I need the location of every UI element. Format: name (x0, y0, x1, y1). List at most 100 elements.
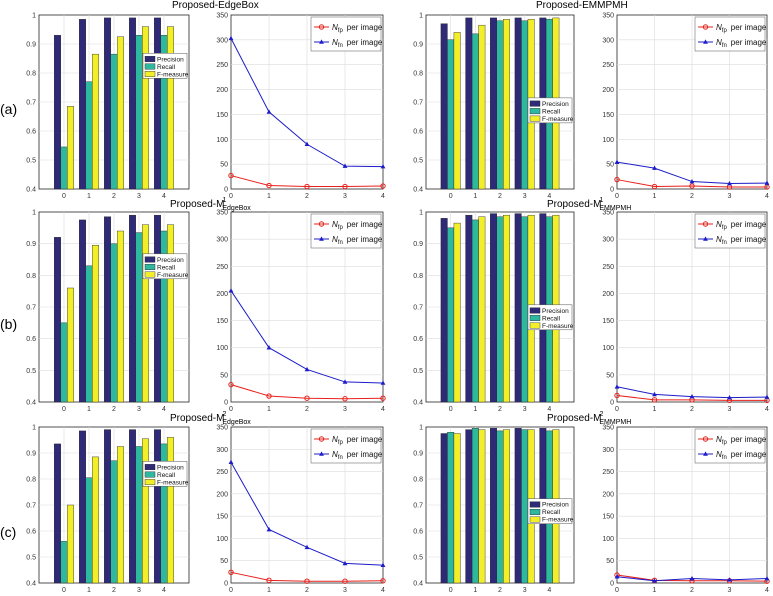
a-right-bar-legend-swatch (529, 100, 541, 107)
b-right-line-legend-marker (703, 236, 708, 241)
b-left-bar-ytick-label: 0.4 (26, 400, 36, 407)
a-left-line-legend-box (310, 16, 382, 52)
a-right-line-ytick-label: 50 (606, 162, 614, 169)
c-right-line-group: Nfp per image Nfn per image (614, 426, 770, 584)
c-left-line-ytick-label: 300 (216, 447, 228, 454)
c-right-bar-ytick-label: 0.6 (413, 529, 423, 536)
b-left-bar-legend-swatch (144, 256, 156, 263)
a-left-bar-bar-f-measure (117, 36, 124, 190)
b-left-line-xtick-label: 2 (305, 406, 309, 413)
a-right-bar-ytick-label: 0.7 (413, 100, 423, 107)
a-left-line-xtick-label: 3 (343, 193, 347, 200)
a-left-line-ytick-label: 200 (216, 87, 228, 94)
c-left-bar-bar-recall (110, 460, 118, 584)
a-right-line-ytick-label: 150 (602, 112, 614, 119)
b-right-bar-xtick-label: 3 (523, 406, 527, 413)
a-left-line-legend-marker (318, 24, 325, 30)
b-left-line-point-fn (266, 345, 272, 350)
c-left-line-group: Nfp per image Nfn per image (228, 426, 386, 584)
b-left-line-legend-label: Nfp per image (332, 220, 383, 231)
a-left-bar-legend-label: F-measure (157, 71, 189, 78)
title-b-left-sub: EdgeBox (222, 205, 251, 212)
b-right-bar-bar-f-measure (503, 214, 510, 403)
a-left-bar-bar-precision (79, 19, 86, 190)
title-b-right-sup: 1 (599, 197, 604, 204)
c-left-bar-group (38, 426, 190, 584)
c-left-line-point-fn (266, 526, 272, 532)
c-right-bar-bar-f-measure (478, 429, 486, 584)
b-right-bar-ytick-label: 1 (419, 210, 423, 217)
a-right-bar-xtick-label: 2 (498, 193, 502, 200)
b-left-bar-ytick-label: 0.5 (26, 368, 36, 375)
c-left-bar-bar-precision (154, 429, 161, 584)
b-right-bar-bar-precision (490, 213, 497, 403)
title-b-right: Proposed-M1EMMPMH (547, 197, 632, 212)
c-left-bar-ytick-label: 0.8 (26, 477, 36, 484)
c-right-line-ytick-label: 350 (602, 425, 614, 432)
a-left-line-point-fn (304, 141, 310, 147)
a-right-bar-ytick-label: 0.5 (413, 158, 423, 165)
a-left-line-ytick-label: 150 (216, 112, 228, 119)
c-right-line-xtick-label: 1 (653, 587, 657, 594)
b-right-bar-legend-swatch (529, 307, 541, 314)
c-left-bar-xtick-label: 0 (62, 587, 66, 594)
b-right-bar-bar-f-measure (478, 216, 486, 403)
b-left-line-xtick-label: 0 (229, 406, 233, 413)
a-right-bar-bar-recall (447, 39, 455, 190)
c-right-line-legend-marker (703, 451, 708, 456)
a-right-line-ytick-label: 0 (610, 187, 614, 194)
b-right-line-point-fn (727, 395, 732, 400)
a-right-bar-bar-precision (440, 23, 448, 190)
a-left-line-point-fp (304, 183, 310, 190)
b-left-bar-ytick-label: 0.8 (26, 273, 36, 280)
a-right-line-legend-marker (703, 39, 708, 44)
c-left-bar-bar-recall (60, 541, 68, 584)
b-right-line-ytick-label: 150 (602, 318, 614, 325)
b-left-bar-bar-precision (54, 237, 61, 403)
c-left-line-ytick-label: 50 (220, 558, 228, 565)
b-right-bar-ytick-label: 0.9 (413, 241, 423, 248)
a-right-bar-ytick-label: 1 (419, 13, 423, 20)
a-right-line-xtick-label: 3 (728, 193, 732, 200)
c-right-line-point-fn (652, 578, 657, 583)
c-right-bar-legend-label: F-measure (542, 517, 574, 524)
b-left-line-legend-marker (319, 236, 324, 241)
c-right-line-legend-box (694, 428, 766, 464)
a-right-bar-bar-f-measure (453, 32, 461, 190)
b-right-bar-bar-precision (514, 213, 522, 403)
c-left-line-point-fp (342, 578, 348, 584)
a-right-bar-legend-label: Precision (542, 101, 569, 108)
a-left-bar-legend-swatch (144, 56, 156, 62)
c-left-line-ytick-label: 250 (216, 469, 228, 476)
c-left-line-series-line-fp (230, 571, 384, 582)
b-right-bar-xtick-label: 0 (449, 406, 453, 413)
c-left-bar-xtick-label: 4 (162, 587, 166, 594)
b-right-bar-ytick-label: 0.7 (413, 305, 423, 312)
c-left-bar-legend-label: F-measure (157, 479, 189, 486)
b-left-line-ytick-label: 300 (216, 237, 228, 244)
a-left-bar-legend-swatch (144, 71, 156, 77)
a-left-line-xtick-label: 4 (381, 193, 385, 200)
b-left-line-ytick-label: 350 (216, 210, 228, 217)
c-right-bar-legend-swatch (529, 509, 541, 515)
c-right-bar-ytick-label: 0.5 (413, 555, 423, 562)
a-left-line-legend-label: Nfp per image (332, 23, 383, 34)
a-left-bar-bar-recall (135, 35, 143, 190)
a-left-line-point-fn (266, 109, 272, 114)
a-left-line-group: Nfp per image Nfn per image (228, 14, 386, 190)
c-left-line-legend-label: Nfn per image (332, 450, 383, 461)
c-left-bar-bar-f-measure (67, 504, 74, 584)
a-left-bar-bar-recall (85, 81, 93, 190)
b-right-line-point-fn (614, 384, 620, 389)
b-right-line-ytick-label: 300 (602, 237, 614, 244)
c-left-line-point-fp (380, 578, 386, 584)
c-right-bar-bar-recall (471, 428, 479, 584)
b-left-bar-bar-recall (110, 243, 118, 403)
a-right-bar-ytick-label: 0.4 (413, 187, 423, 194)
a-right-bar-xtick-label: 4 (547, 193, 551, 200)
b-left-bar-group (38, 211, 190, 403)
c-right-bar-xtick-label: 0 (449, 587, 453, 594)
b-left-line-ytick-label: 200 (216, 291, 228, 298)
c-left-line-point-fn (304, 544, 310, 550)
b-left-line-xtick-label: 4 (381, 406, 385, 413)
